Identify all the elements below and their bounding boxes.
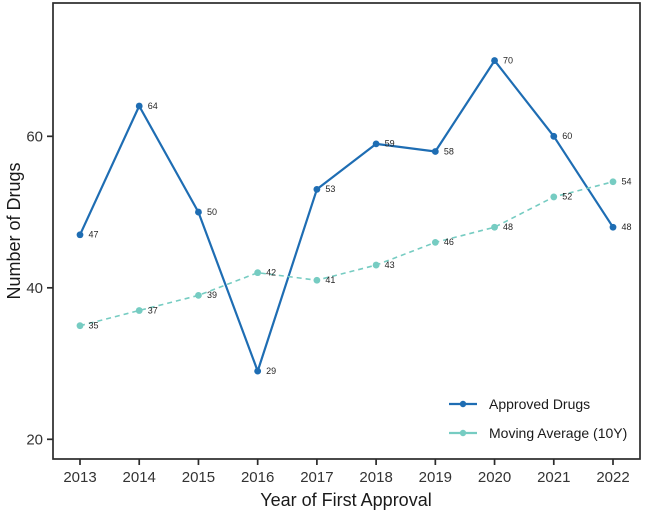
data-point <box>550 193 558 201</box>
data-point-label: 37 <box>148 305 158 315</box>
x-tick-label: 2013 <box>63 469 96 486</box>
data-point <box>609 223 617 231</box>
data-point <box>491 57 498 64</box>
plot-layer: 20 40 60 2013 2014 2015 2016 2017 2018 2019 2020 20… <box>26 2 641 486</box>
x-tick-label: 2019 <box>419 469 452 486</box>
data-point-label: 29 <box>266 366 276 376</box>
x-tick-label: 2018 <box>359 469 392 486</box>
data-point <box>195 291 202 299</box>
data-point-label: 43 <box>385 260 395 270</box>
plot-panel-border <box>52 2 641 460</box>
data-point <box>313 276 321 284</box>
series-line-1 <box>79 181 614 327</box>
data-point <box>135 307 143 314</box>
x-tick-label: 2015 <box>182 469 215 486</box>
data-point-label: 52 <box>562 192 572 202</box>
data-point-label: 48 <box>622 222 632 232</box>
data-point-label: 58 <box>444 146 454 156</box>
data-point-label: 47 <box>89 230 99 240</box>
y-axis-label: Number of Drugs <box>4 162 24 299</box>
data-point <box>76 322 84 330</box>
series-line-0 <box>79 59 614 373</box>
data-point-label: 50 <box>207 207 217 217</box>
legend-label: Moving Average (10Y) <box>489 425 627 441</box>
data-point-label: 46 <box>444 237 454 247</box>
data-point <box>313 185 321 193</box>
data-point <box>254 367 262 375</box>
data-point-label: 35 <box>89 320 99 330</box>
x-tick-label: 2020 <box>478 469 511 486</box>
data-point <box>135 102 143 110</box>
data-point-label: 70 <box>503 55 513 65</box>
x-tick-label: 2014 <box>123 469 156 486</box>
legend-key-point <box>459 400 467 408</box>
data-point <box>76 231 84 239</box>
x-tick-label: 2022 <box>596 469 629 486</box>
legend-key-point <box>459 429 467 437</box>
data-point-label: 48 <box>503 222 513 232</box>
data-point <box>431 148 439 155</box>
data-point <box>550 132 558 140</box>
data-point-label: 54 <box>622 177 632 187</box>
y-tick-label: 40 <box>26 280 43 297</box>
data-point-label: 60 <box>562 131 572 141</box>
data-point-label: 59 <box>385 139 395 149</box>
data-point <box>372 261 380 269</box>
data-point <box>372 140 380 148</box>
data-point-label: 53 <box>325 184 335 194</box>
data-point-label: 64 <box>148 101 158 111</box>
data-point-label: 42 <box>266 267 276 277</box>
data-point <box>195 208 202 216</box>
x-tick-label: 2017 <box>300 469 333 486</box>
data-point <box>609 178 617 186</box>
legend-label: Approved Drugs <box>489 396 590 412</box>
y-tick-label: 60 <box>26 128 43 145</box>
data-point-label: 41 <box>325 275 335 285</box>
x-tick-label: 2021 <box>537 469 570 486</box>
x-tick-label: 2016 <box>241 469 274 486</box>
x-axis-label: Year of First Approval <box>260 490 431 510</box>
data-point <box>254 269 262 277</box>
data-point <box>491 223 498 231</box>
data-point <box>431 238 439 246</box>
y-tick-label: 20 <box>26 431 43 448</box>
data-point-label: 39 <box>207 290 217 300</box>
